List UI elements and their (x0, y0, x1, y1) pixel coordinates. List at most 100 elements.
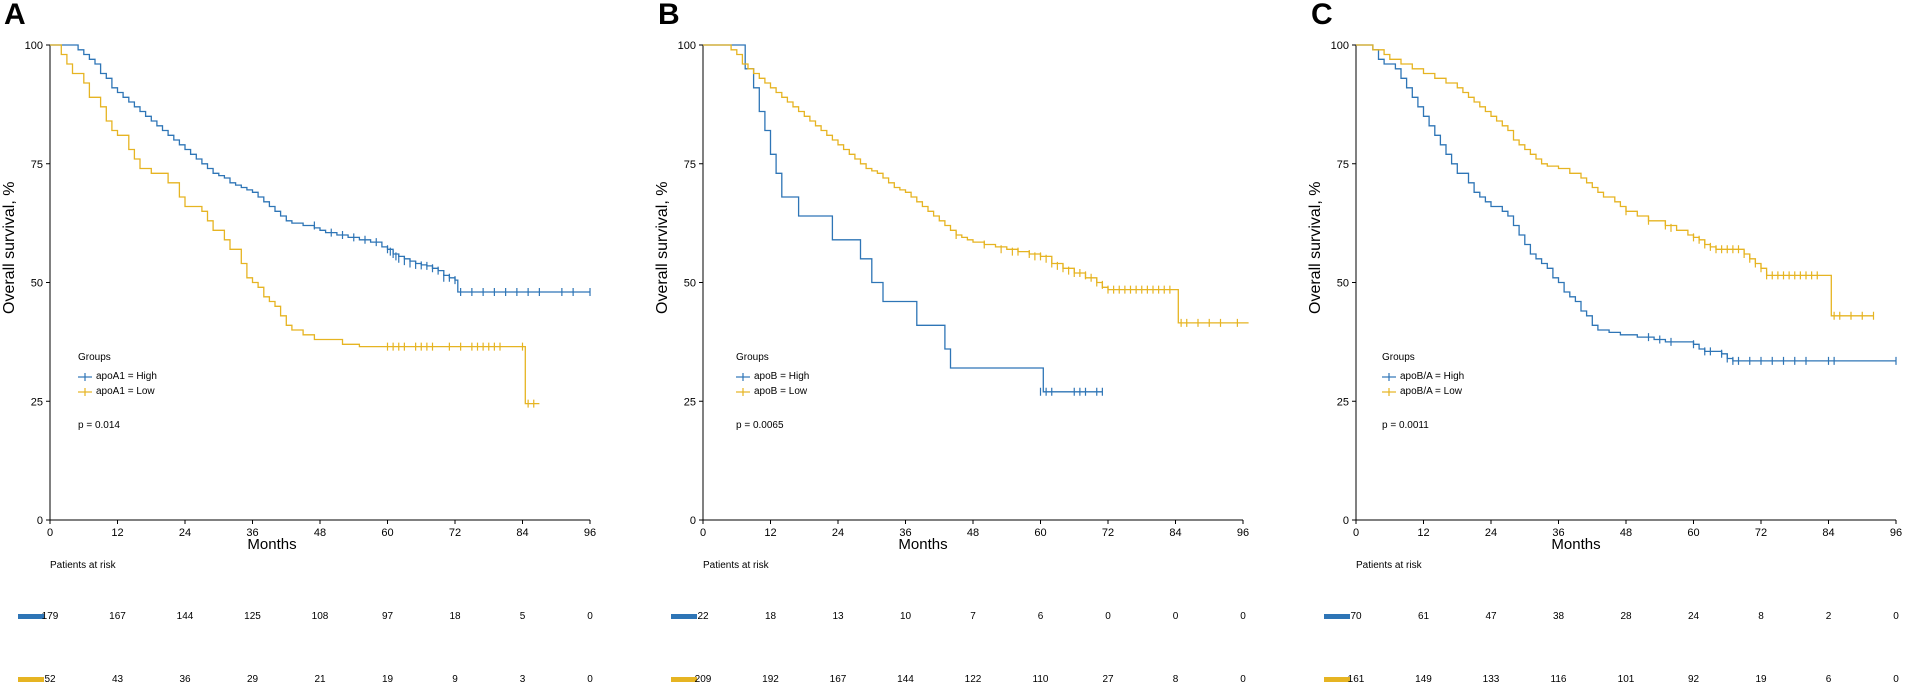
x-tick-label: 96 (1237, 527, 1249, 539)
risk-count: 24 (1687, 611, 1700, 622)
y-tick-label: 50 (684, 278, 696, 290)
x-tick-label: 48 (1620, 527, 1632, 539)
y-tick-label: 75 (684, 159, 696, 171)
y-tick-label: 25 (31, 396, 43, 408)
survival-curve-high (50, 44, 590, 293)
x-tick-label: 0 (47, 527, 53, 539)
x-tick-label: 84 (1169, 527, 1181, 539)
risk-count: 10 (899, 611, 912, 622)
panel-letter: B (658, 0, 680, 31)
survival-curve-high (703, 44, 1103, 393)
y-tick-label: 25 (684, 396, 696, 408)
risk-count: 29 (246, 674, 259, 685)
x-tick-label: 24 (832, 527, 844, 539)
risk-count: 167 (109, 611, 126, 622)
risk-count: 13 (832, 611, 844, 622)
risk-count: 28 (1620, 611, 1632, 622)
x-tick-label: 60 (1687, 527, 1699, 539)
risk-swatch-low (18, 677, 44, 682)
survival-curve-high (1356, 44, 1896, 362)
legend-label-high: apoB/A = High (1400, 371, 1465, 382)
y-tick-label: 0 (1343, 515, 1349, 527)
p-value: p = 0.0065 (736, 420, 784, 431)
y-tick-label: 75 (31, 159, 43, 171)
legend-entry-high: apoA1 = High (78, 369, 157, 384)
risk-count: 19 (381, 674, 394, 685)
risk-count: 149 (1415, 674, 1432, 685)
risk-count: 161 (1347, 674, 1365, 685)
y-tick-label: 100 (1331, 40, 1349, 52)
y-tick-label: 100 (678, 40, 696, 52)
risk-count: 0 (587, 611, 593, 622)
risk-count: 61 (1417, 611, 1430, 622)
risk-count: 92 (1687, 674, 1700, 685)
risk-row-low: 209 192 167 144 122 110 27 8 0 (653, 674, 1293, 686)
x-tick-label: 72 (1102, 527, 1114, 539)
risk-count: 6 (1037, 611, 1044, 622)
x-axis-title: Months (898, 536, 948, 553)
legend-label-high: apoB = High (754, 371, 810, 382)
x-tick-label: 24 (179, 527, 191, 539)
risk-count: 0 (1172, 611, 1179, 622)
risk-count: 144 (897, 674, 914, 685)
risk-row-high: 70 61 47 38 28 24 8 2 0 (1306, 611, 1922, 623)
legend-label-low: apoB = Low (754, 386, 808, 397)
y-tick-label: 0 (690, 515, 696, 527)
legend-entry-low: apoB = Low (736, 384, 809, 399)
risk-row-low: 161 149 133 116 101 92 19 6 0 (1306, 674, 1922, 686)
risk-count: 0 (1240, 611, 1246, 622)
panel-c: C Overall survival, % 0 25 50 75 100 0 12 24 36 4… (1306, 0, 1922, 686)
legend-swatch-high (1382, 372, 1396, 381)
x-tick-label: 0 (1353, 527, 1359, 539)
risk-count: 21 (314, 674, 326, 685)
x-tick-label: 36 (246, 527, 258, 539)
risk-count: 125 (244, 611, 261, 622)
x-axis-title: Months (247, 536, 297, 553)
risk-count: 3 (519, 674, 526, 685)
y-tick-label: 50 (31, 278, 43, 290)
legend-entry-high: apoB/A = High (1382, 369, 1464, 384)
risk-count: 110 (1032, 674, 1049, 685)
legend-swatch-low (1382, 387, 1396, 396)
panel-a: A Overall survival, % 0 25 50 75 100 0 12 24 36 4… (0, 0, 640, 686)
risk-swatch-high (1324, 614, 1350, 619)
risk-count: 9 (452, 674, 458, 685)
legend-swatch-high (736, 372, 750, 381)
risk-count: 8 (1172, 674, 1179, 685)
x-tick-label: 24 (1485, 527, 1497, 539)
legend-label-high: apoA1 = High (96, 371, 157, 382)
legend-swatch-low (78, 387, 92, 396)
risk-count: 167 (829, 674, 847, 685)
x-tick-label: 48 (967, 527, 979, 539)
x-tick-label: 96 (584, 527, 596, 539)
risk-count: 97 (381, 611, 394, 622)
survival-plot: 0 25 50 75 100 0 12 24 36 48 60 72 84 96 (25, 40, 596, 539)
p-value: p = 0.014 (78, 420, 120, 431)
risk-count: 70 (1350, 611, 1362, 622)
x-tick-label: 60 (381, 527, 393, 539)
survival-curve-low (50, 44, 540, 405)
risk-row-high: 179 167 144 125 108 97 18 5 0 (0, 611, 640, 623)
legend-entry-high: apoB = High (736, 369, 809, 384)
risk-swatch-low (671, 677, 697, 682)
risk-count: 108 (311, 611, 329, 622)
x-tick-label: 0 (700, 527, 706, 539)
legend-swatch-low (736, 387, 750, 396)
x-tick-label: 12 (764, 527, 776, 539)
y-tick-label: 50 (1337, 278, 1349, 290)
x-axis-title: Months (1551, 536, 1601, 553)
survival-plot: 0 25 50 75 100 0 12 24 36 48 60 72 84 96 (678, 40, 1249, 539)
legend-title: Groups (736, 352, 769, 363)
risk-count: 0 (587, 674, 593, 685)
risk-row-high: 22 18 13 10 7 6 0 0 0 (653, 611, 1293, 623)
risk-count: 7 (970, 611, 976, 622)
risk-count: 179 (41, 611, 59, 622)
legend-label-low: apoA1 = Low (96, 386, 155, 397)
risk-table-title: Patients at risk (50, 560, 116, 571)
risk-count: 22 (697, 611, 709, 622)
risk-count: 122 (964, 674, 982, 685)
panel-letter: C (1311, 0, 1333, 31)
legend-swatch-high (78, 372, 92, 381)
risk-count: 6 (1825, 674, 1832, 685)
y-tick-label: 75 (1337, 159, 1349, 171)
